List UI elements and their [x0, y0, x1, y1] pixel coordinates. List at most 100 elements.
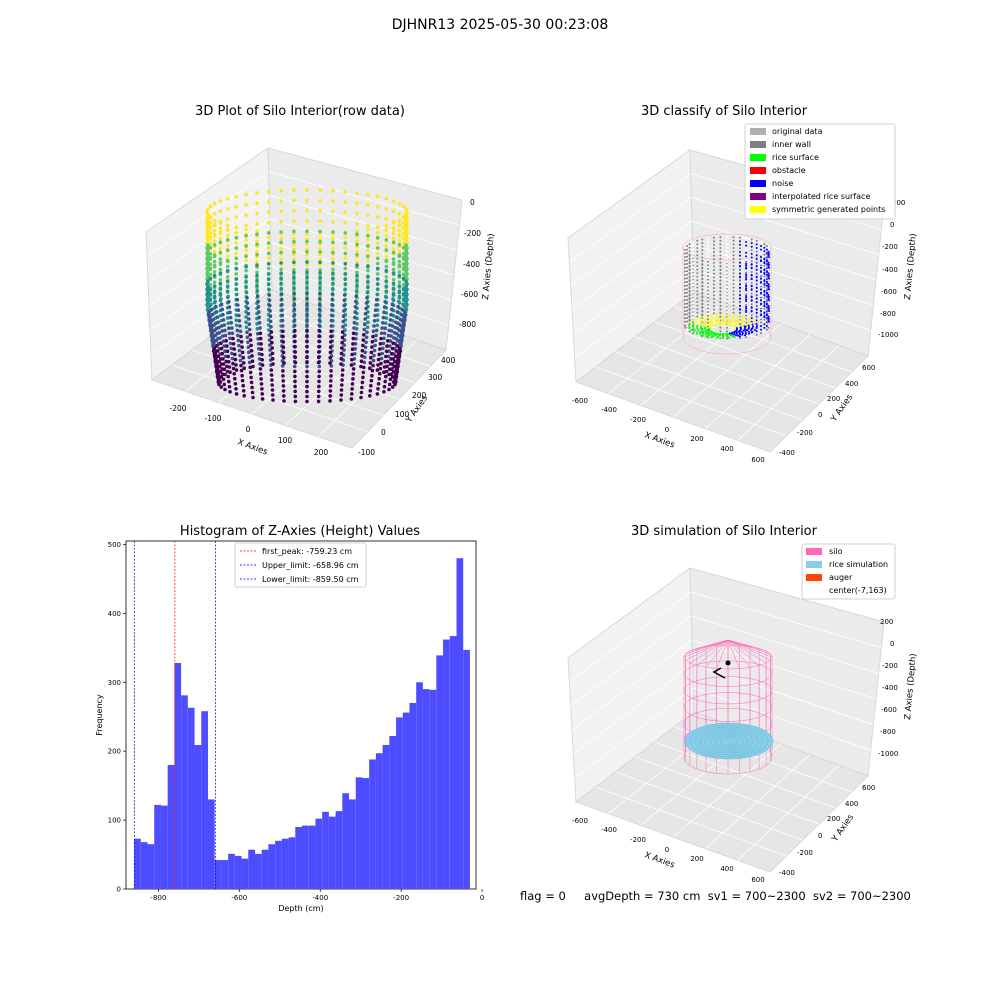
raw-point: [212, 346, 217, 351]
raw-point: [404, 222, 408, 227]
raw-point: [328, 350, 333, 355]
classify-point: [688, 246, 691, 249]
raw-point: [352, 320, 357, 325]
raw-point: [251, 364, 255, 369]
classify-point: [755, 311, 758, 314]
raw-point: [402, 315, 406, 320]
grid-line: [737, 345, 840, 441]
classify-point: [735, 331, 738, 334]
classify-point: [755, 265, 758, 267]
classify-point: [726, 297, 728, 300]
raw-point: [231, 342, 236, 346]
classify-point: [765, 255, 768, 258]
classify-point: [688, 268, 691, 271]
classify-point: [692, 323, 695, 326]
classify-point: [705, 314, 707, 317]
raw-point: [268, 343, 272, 347]
classify-point: [706, 277, 709, 279]
classify-point: [750, 267, 753, 270]
raw-point: [206, 279, 210, 284]
raw-point: [215, 315, 220, 320]
raw-point: [279, 250, 283, 255]
raw-point: [279, 297, 284, 302]
classify-point: [760, 284, 762, 287]
classify-point: [684, 281, 686, 284]
classify-point: [713, 312, 715, 315]
raw-point: [394, 367, 399, 371]
raw-point: [279, 230, 283, 234]
raw-point: [292, 270, 296, 275]
raw-point: [329, 324, 334, 328]
raw-point: [305, 318, 309, 322]
raw-point: [208, 315, 212, 320]
classify-point: [760, 309, 762, 312]
raw-point: [305, 242, 309, 247]
raw-point: [404, 300, 408, 304]
classify-point: [697, 329, 700, 332]
raw-point: [279, 209, 283, 214]
raw-point: [293, 339, 297, 344]
raw-point: [331, 209, 335, 214]
classify-point: [722, 315, 724, 317]
raw-point: [208, 204, 213, 209]
classify-xtick: 600: [751, 456, 764, 464]
classify-point: [719, 315, 722, 318]
raw-point: [266, 256, 271, 260]
raw-point: [228, 341, 233, 346]
raw-point: [292, 250, 296, 254]
raw-point: [293, 394, 298, 399]
raw-point: [305, 208, 309, 213]
classify-point: [706, 291, 709, 294]
classify-point: [701, 263, 704, 266]
raw-point: [230, 351, 234, 356]
classify-point: [739, 305, 741, 307]
classify-point: [696, 315, 699, 318]
raw-point: [355, 283, 359, 288]
raw-point: [366, 264, 370, 269]
raw-point: [267, 293, 272, 297]
legend-label: obstacle: [772, 166, 806, 175]
raw-point: [330, 302, 334, 307]
raw-point: [318, 209, 322, 213]
classify-point: [739, 279, 741, 282]
classify-xtick: 400: [720, 445, 733, 453]
raw-point: [317, 364, 322, 369]
raw-point: [240, 373, 244, 378]
classify-silo-outline: [682, 233, 772, 355]
raw-point: [328, 384, 333, 388]
classify-ztick: 0: [890, 221, 894, 229]
raw-point: [266, 266, 271, 271]
raw-point: [292, 313, 297, 317]
raw-point: [270, 383, 275, 387]
classify-point: [763, 293, 766, 296]
classify-point: [684, 263, 686, 266]
raw-point: [293, 379, 297, 384]
classify-point: [713, 290, 715, 293]
classify-point: [684, 286, 687, 289]
raw-point: [255, 332, 260, 336]
classify-point: [726, 337, 728, 340]
grid-line: [573, 244, 693, 335]
classify-point: [688, 286, 691, 289]
classify-point: [765, 263, 768, 265]
raw-point: [206, 253, 210, 258]
classify-point: [729, 323, 731, 326]
raw-point: [212, 201, 217, 206]
raw-point: [241, 355, 245, 360]
raw-point: [218, 267, 223, 272]
classify-point: [760, 245, 762, 247]
classify-point: [686, 306, 689, 309]
classify-point: [725, 321, 728, 324]
raw-point: [383, 300, 388, 304]
classify-point: [692, 266, 694, 269]
raw-point: [316, 360, 321, 365]
raw-point: [328, 389, 333, 393]
histogram-bar: [335, 811, 343, 889]
classify-point: [688, 264, 691, 267]
raw-point: [232, 347, 236, 351]
raw-point: [318, 237, 322, 241]
raw-point: [233, 376, 237, 381]
raw-xtick: -200: [169, 404, 186, 413]
classify-point: [768, 249, 770, 251]
raw-point: [350, 352, 354, 357]
